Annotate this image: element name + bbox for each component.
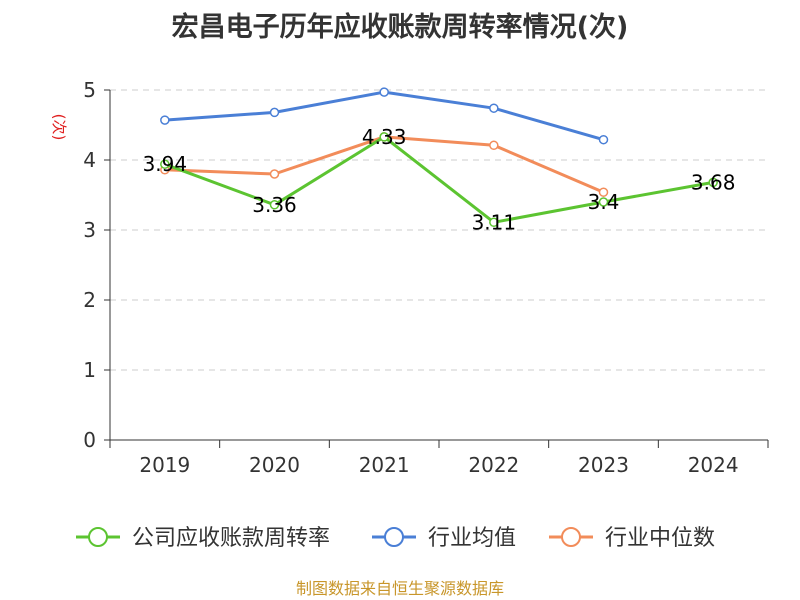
x-tick-label: 2019 (139, 453, 190, 477)
y-tick-label: 2 (83, 288, 96, 312)
data-label: 4.33 (362, 125, 407, 149)
data-point[interactable] (269, 107, 280, 118)
data-label: 3.36 (252, 193, 297, 217)
series-group (160, 87, 718, 228)
data-point[interactable] (269, 169, 280, 179)
legend-label: 行业均值 (428, 526, 516, 551)
data-point[interactable] (379, 132, 389, 142)
x-tick-label: 2024 (688, 453, 739, 477)
data-label: 3.94 (143, 152, 188, 176)
y-tick-label: 5 (83, 78, 96, 102)
data-point[interactable] (489, 217, 499, 228)
data-point[interactable] (598, 197, 609, 207)
legend-item[interactable]: 行业均值 (372, 526, 516, 551)
legend-item[interactable]: 行业中位数 (549, 526, 715, 551)
chart-title: 宏昌电子历年应收账款周转率情况(次) (172, 11, 629, 43)
series-line (164, 135, 714, 224)
data-point[interactable] (489, 103, 499, 113)
source-note: 制图数据来自恒生聚源数据库 (296, 579, 504, 598)
data-point[interactable] (598, 134, 609, 145)
grid-lines (110, 89, 768, 371)
data-point[interactable] (598, 187, 609, 197)
legend-marker (561, 527, 581, 547)
x-tick-label: 2020 (249, 453, 300, 477)
legend[interactable]: 公司应收账款周转率 行业均值 行业中位数 (76, 526, 715, 551)
legend-item[interactable]: 公司应收账款周转率 (76, 526, 330, 551)
data-point[interactable] (160, 115, 170, 125)
y-tick-label: 3 (83, 218, 96, 242)
axes: 0 1 2 3 4 5 2019 2020 2021 2022 2023 2024 (83, 78, 769, 477)
data-label: 3.11 (472, 210, 517, 234)
data-label: 3.68 (691, 170, 736, 194)
y-tick-label: 0 (83, 428, 96, 452)
legend-marker (384, 527, 404, 547)
data-point[interactable] (269, 200, 280, 210)
legend-label: 公司应收账款周转率 (132, 526, 330, 551)
data-point[interactable] (489, 140, 499, 151)
legend-label: 行业中位数 (605, 526, 715, 551)
x-tick-label: 2023 (578, 453, 629, 477)
x-tick-label: 2022 (468, 453, 519, 477)
y-tick-label: 1 (83, 358, 96, 382)
data-labels: 3.94 3.36 4.33 3.11 3.4 3.68 (143, 125, 736, 234)
data-point[interactable] (379, 87, 389, 97)
x-tick-label: 2021 (359, 453, 410, 477)
y-axis-label: (次) (50, 114, 68, 141)
data-label: 3.4 (588, 190, 620, 214)
data-point[interactable] (160, 159, 170, 169)
data-point[interactable] (708, 177, 718, 188)
legend-marker (88, 527, 108, 547)
y-tick-label: 4 (83, 148, 96, 172)
